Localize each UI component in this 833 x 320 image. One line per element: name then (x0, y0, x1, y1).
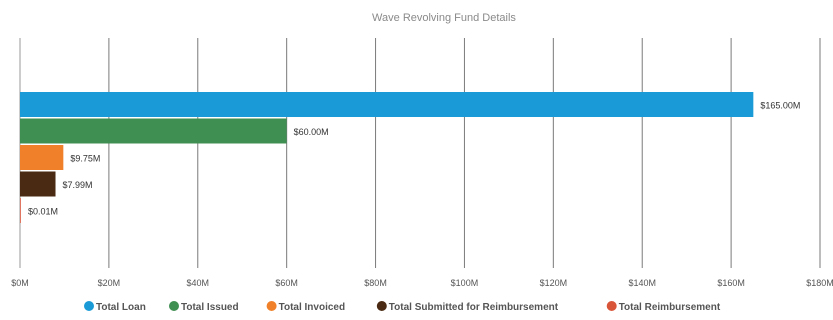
legend-item-total-invoiced[interactable]: Total Invoiced (266, 301, 346, 313)
legend-item-total-submitted-for-reimbursement[interactable]: Total Submitted for Reimbursement (376, 301, 559, 313)
legend-marker (376, 301, 387, 311)
x-tick-label: $160M (717, 278, 745, 288)
legend-label: Total Invoiced (279, 302, 346, 313)
legend-marker (169, 301, 179, 311)
bar-total-invoiced[interactable] (20, 145, 64, 170)
legend-label: Total Issued (181, 302, 239, 313)
legend-item-total-reimbursement[interactable]: Total Reimbursement (606, 301, 721, 313)
legend-label: Total Reimbursement (619, 302, 721, 313)
bar-total-submitted-for-reimbursement[interactable] (20, 171, 56, 197)
bars (20, 92, 754, 223)
chart-title: Wave Revolving Fund Details (372, 12, 516, 24)
data-label: $7.99M (63, 180, 93, 190)
bar-total-reimbursement[interactable] (20, 198, 21, 223)
data-labels: $165.00M $60.00M $9.75M $7.99M $0.01M (28, 101, 800, 217)
legend-label: Total Loan (96, 302, 146, 313)
x-tick-label: $80M (364, 278, 387, 288)
bar-total-loan[interactable] (20, 92, 754, 117)
legend-label: Total Submitted for Reimbursement (389, 302, 559, 313)
x-tick-label: $40M (187, 278, 210, 288)
legend-marker (266, 301, 277, 311)
x-tick-label: $140M (628, 278, 656, 288)
x-tick-label: $100M (451, 278, 479, 288)
x-tick-label: $180M (806, 278, 833, 288)
x-tick-label: $20M (98, 278, 121, 288)
x-tick-label: $60M (275, 278, 298, 288)
legend-item-total-loan[interactable]: Total Loan (84, 301, 146, 313)
bar-total-issued[interactable] (20, 118, 287, 144)
x-tick-label: $120M (540, 278, 568, 288)
data-label: $9.75M (70, 154, 100, 164)
legend-marker (606, 301, 617, 311)
legend[interactable]: Total Loan Total Issued Total Invoiced Tota… (84, 301, 721, 313)
data-label: $0.01M (28, 207, 58, 217)
data-label: $165.00M (760, 101, 800, 111)
grid-lines (19, 38, 821, 268)
x-axis-ticks: $0M $20M $40M $60M $80M $100M $120M $140M $160M $… (11, 278, 833, 288)
x-tick-label: $0M (11, 278, 29, 288)
legend-marker (84, 301, 94, 311)
legend-item-total-issued[interactable]: Total Issued (169, 301, 239, 313)
data-label: $60.00M (294, 127, 329, 137)
